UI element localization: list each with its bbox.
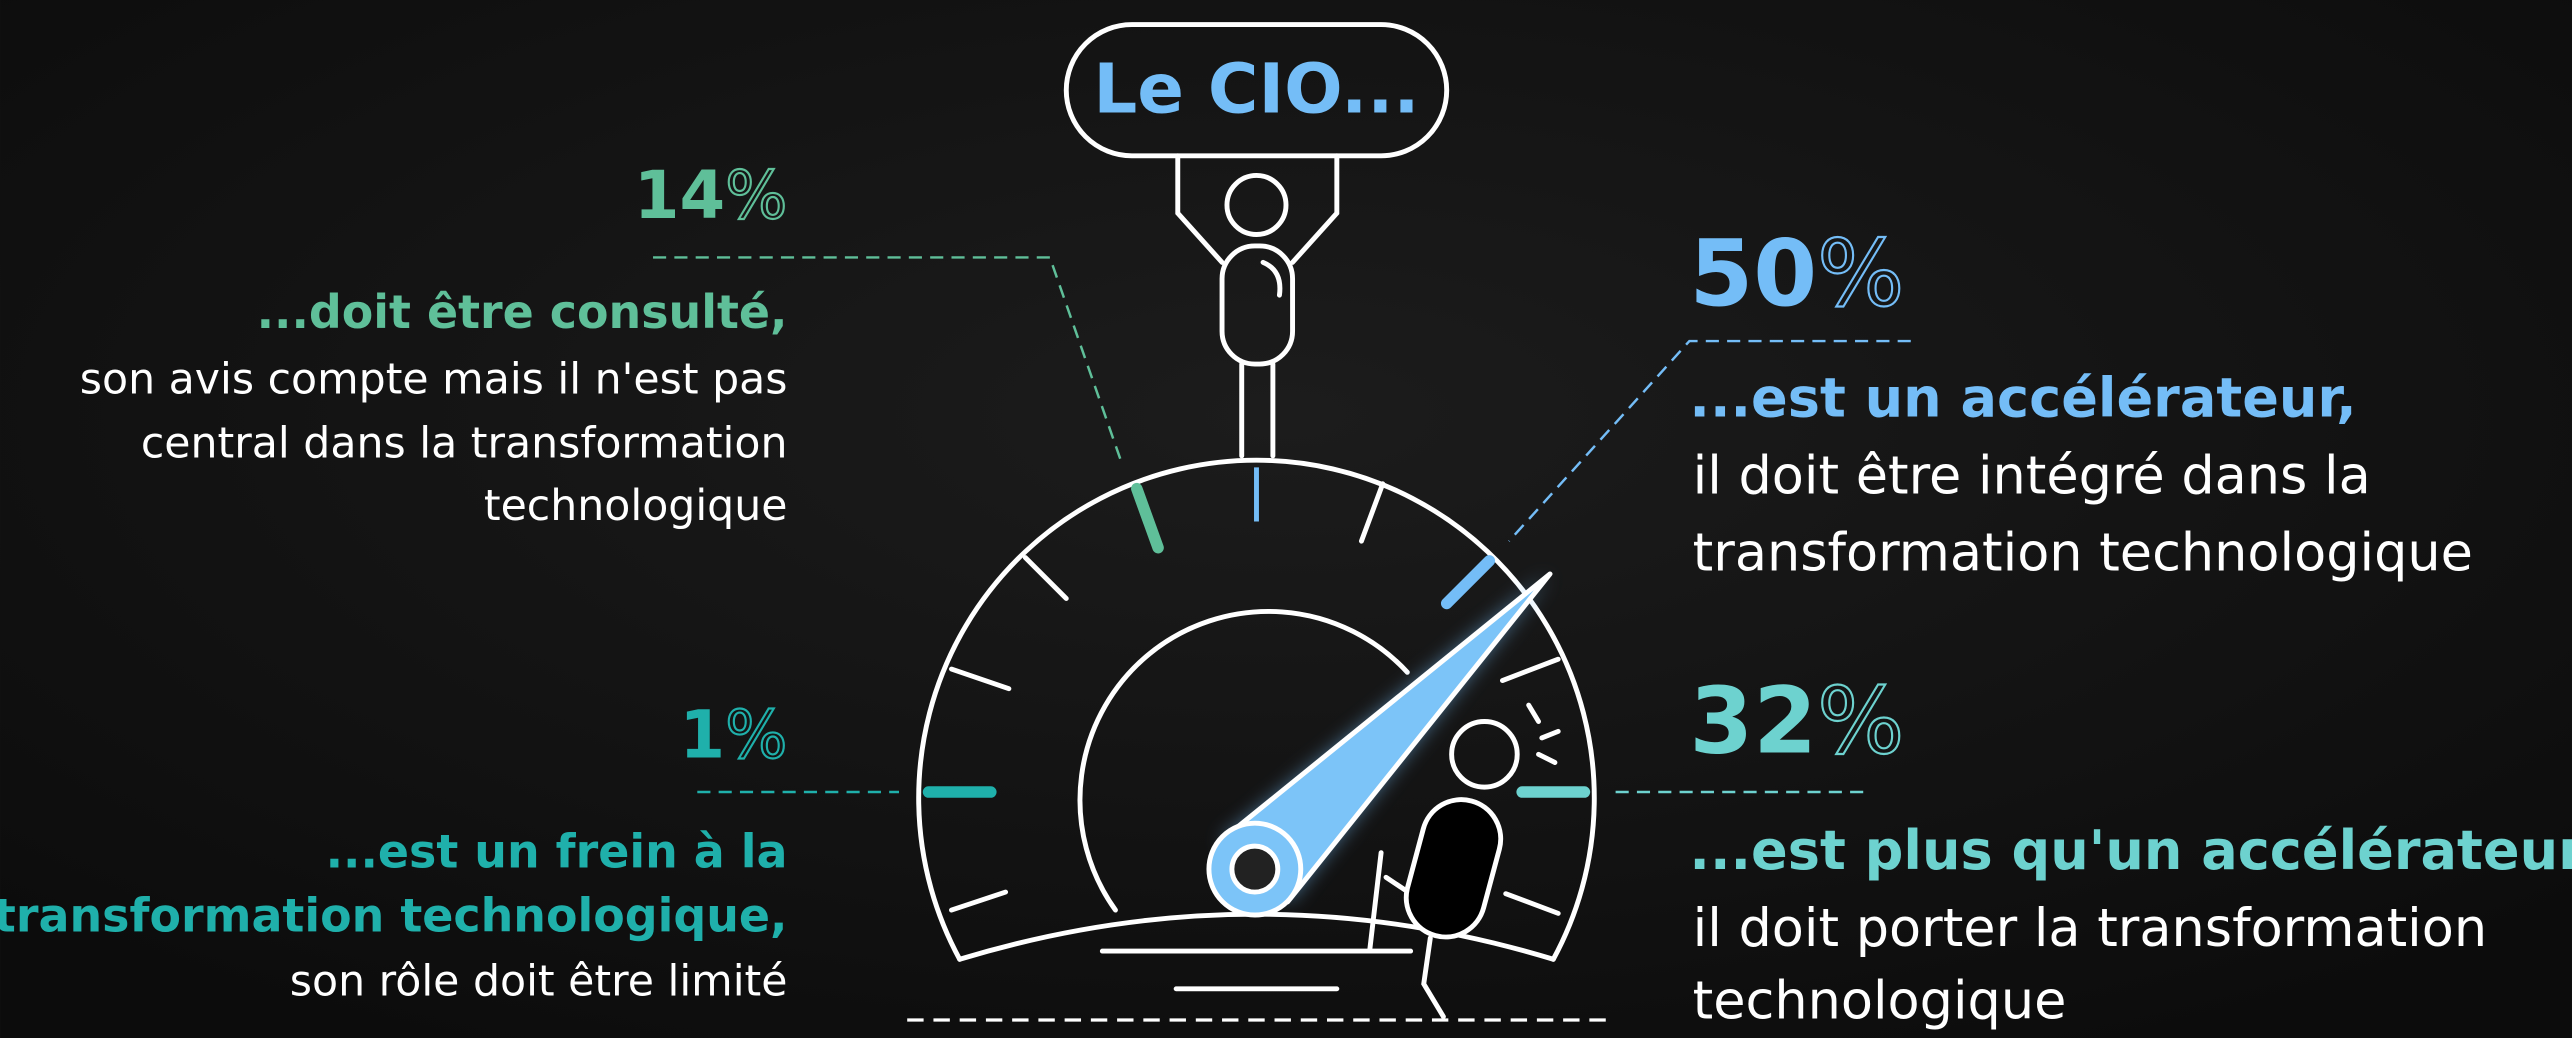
headline: ...est plus qu'un accélérateur, <box>1689 819 2572 882</box>
percent-unit: % <box>1817 668 1904 775</box>
percent: 1% <box>680 698 788 774</box>
page: Le CIO... 14% ...doit être consulté, son… <box>0 0 2572 1038</box>
infographic: Le CIO... 14% ...doit être consulté, son… <box>0 0 2572 1038</box>
body: technologique <box>484 481 788 531</box>
percent: 32% <box>1689 668 1904 775</box>
body: il doit être intégré dans la <box>1693 446 2371 507</box>
percent-value: 32 <box>1689 668 1817 775</box>
percent-unit: % <box>1817 220 1904 327</box>
body: il doit porter la transformation <box>1693 898 2487 959</box>
headline: ...doit être consulté, <box>257 285 788 339</box>
headline: transformation technologique, <box>0 888 787 942</box>
body: son avis compte mais il n'est pas <box>80 355 788 405</box>
title: Le CIO... <box>1093 50 1419 130</box>
percent-value: 50 <box>1689 220 1817 327</box>
percent-value: 14 <box>634 158 725 234</box>
percent: 50% <box>1689 220 1904 327</box>
body: technologique <box>1693 970 2067 1031</box>
percent-unit: % <box>725 698 787 774</box>
body: son rôle doit être limité <box>290 956 788 1006</box>
body: transformation technologique <box>1693 523 2473 584</box>
body: central dans la transformation <box>141 419 788 469</box>
percent-value: 1 <box>680 698 726 774</box>
percent-unit: % <box>725 158 787 234</box>
percent: 14% <box>634 158 788 234</box>
headline: ...est un frein à la <box>326 824 788 878</box>
headline: ...est un accélérateur, <box>1689 367 2356 430</box>
